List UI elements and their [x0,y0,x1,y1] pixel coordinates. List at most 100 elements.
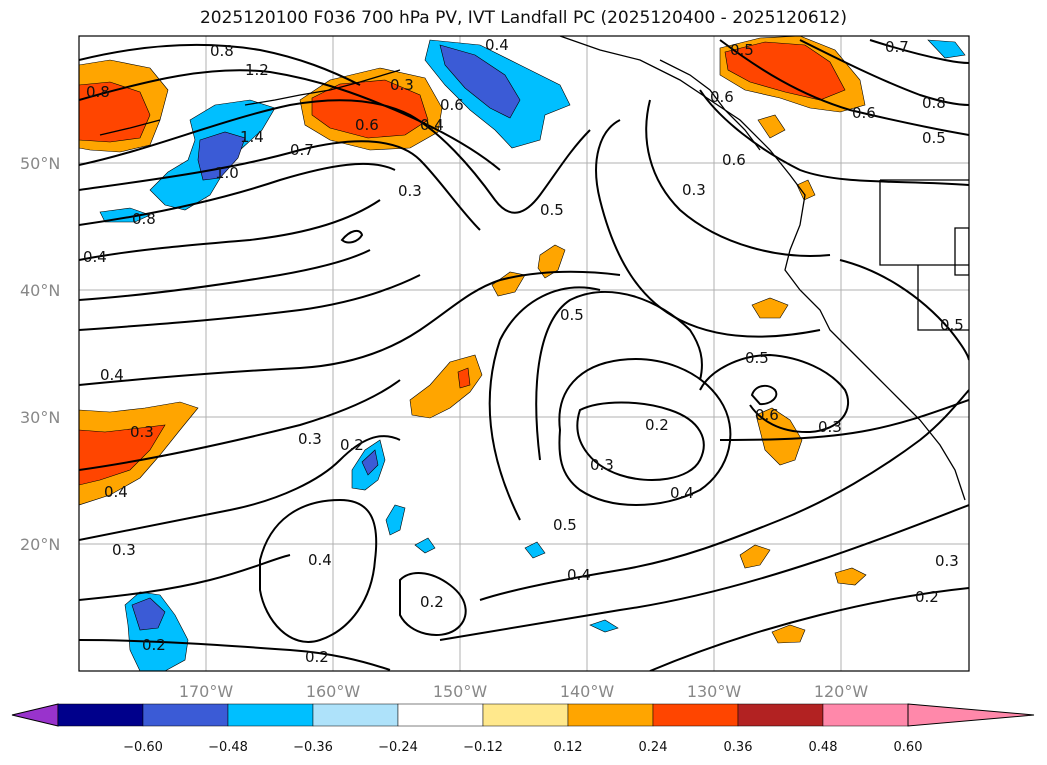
contour-label: 0.4 [670,484,694,502]
contour-label: 0.4 [83,248,107,266]
colorbar-segment [142,703,229,727]
negative-pc-area [197,131,246,181]
contour-label: 0.8 [210,42,234,60]
contour-label: 0.5 [553,516,577,534]
contour-label: 1.0 [215,164,239,182]
colorbar-segment [57,703,144,727]
lon-tick-label: 160°W [306,682,361,701]
negative-pc-area [589,619,619,633]
contour-label: 0.5 [922,129,946,147]
colorbar-segment [822,703,909,727]
contour-label: 0.6 [722,151,746,169]
colorbar-tick-label: 0.24 [639,740,668,755]
positive-pc-area [79,424,166,486]
lat-tick-label: 20°N [20,535,60,554]
positive-pc-area [537,244,566,279]
colorbar-tick-label: −0.36 [293,740,333,755]
positive-pc-area [757,114,786,139]
pv-contours [79,39,969,671]
contour-label: 0.3 [682,181,706,199]
negative-pc-area [524,541,546,559]
contour-label: 0.5 [540,201,564,219]
contour-label: 0.3 [130,423,154,441]
contour-label: 1.2 [245,61,269,79]
positive-pc-area [491,271,526,297]
contour-label: 0.6 [355,116,379,134]
negative-pc-area [414,537,436,554]
positive-pc-area [311,79,429,139]
positive-pc-area [751,297,789,319]
contour-label: 0.2 [305,648,329,666]
contour-label: 0.7 [885,38,909,56]
contour-label: 0.3 [298,430,322,448]
contour-label: 0.6 [755,406,779,424]
positive-pc-area [927,39,966,59]
lon-tick-label: 140°W [560,682,615,701]
contour-label: 0.4 [567,566,591,584]
contour-label: 0.3 [112,541,136,559]
map-plot-area: 0.8 1.2 1.4 1.0 0.7 0.6 0.4 0.3 0.5 0.8 … [79,36,969,671]
colorbar-tick-label: 0.48 [809,740,838,755]
colorbar-tick-label: 0.36 [724,740,753,755]
map-frame [78,35,970,672]
map-title: 2025120100 F036 700 hPa PV, IVT Landfall… [199,8,847,28]
colorbar-tick-label: −0.60 [123,740,163,755]
colorbar-tick-label: 0.12 [554,740,583,755]
colorbar-segment [397,703,484,727]
colorbar-tick-label: 0.60 [894,740,923,755]
positive-pc-area [771,624,806,644]
colorbar-segment [312,703,399,727]
contour-label: 0.2 [340,436,364,454]
contour-label: 0.2 [915,588,939,606]
lat-ticks: 50°N 40°N 30°N 20°N [20,154,60,554]
contour-label: 0.2 [420,593,444,611]
contour-label: 0.4 [104,483,128,501]
contour-label: 0.5 [745,349,769,367]
lon-tick-label: 150°W [433,682,488,701]
colorbar-segment [567,703,654,727]
negative-pc-area [361,449,379,476]
contour-label: 0.7 [290,141,314,159]
contour-label: 0.3 [818,418,842,436]
contour-label: 0.8 [86,83,110,101]
lat-tick-label: 40°N [20,281,60,300]
contour-label: 0.6 [710,88,734,106]
colorbar-extend-low [11,703,59,727]
graticule [79,36,969,671]
contour-label: 0.8 [132,210,156,228]
shaded-pc-areas [79,36,966,671]
contour-label: 0.6 [440,96,464,114]
contour-label: 0.5 [940,316,964,334]
contour-label: 0.2 [142,636,166,654]
coastlines [99,36,969,501]
colorbar-tick-label: −0.48 [208,740,248,755]
contour-label: 0.2 [645,416,669,434]
lon-tick-label: 120°W [814,682,869,701]
contour-label: 0.3 [590,456,614,474]
lat-tick-label: 50°N [20,154,60,173]
lon-ticks: 170°W 160°W 150°W 140°W 130°W 120°W [179,682,869,701]
contour-label: 0.8 [922,94,946,112]
contour-label: 0.4 [420,116,444,134]
positive-pc-area [796,179,816,201]
contour-labels: 0.8 1.2 1.4 1.0 0.7 0.6 0.4 0.3 0.5 0.8 … [83,36,964,666]
contour-label: 0.3 [398,182,422,200]
contour-label: 1.4 [240,128,264,146]
lat-tick-label: 30°N [20,408,60,427]
negative-pc-area [439,44,521,119]
positive-pc-area [834,567,867,586]
colorbar-tick-label: −0.24 [378,740,418,755]
positive-pc-area [409,354,483,419]
contour-label: 0.4 [308,551,332,569]
contour-label: 0.3 [935,552,959,570]
colorbar-tick-label: −0.12 [463,740,503,755]
negative-pc-area [131,597,166,631]
contour-label: 0.6 [852,104,876,122]
contour-label: 0.5 [560,306,584,324]
lon-tick-label: 170°W [179,682,234,701]
positive-pc-area [724,41,846,101]
colorbar: −0.60 −0.48 −0.36 −0.24 −0.12 0.12 0.24 … [11,703,1035,755]
colorbar-extend-high [907,703,1035,727]
contour-label: 0.4 [485,36,509,54]
